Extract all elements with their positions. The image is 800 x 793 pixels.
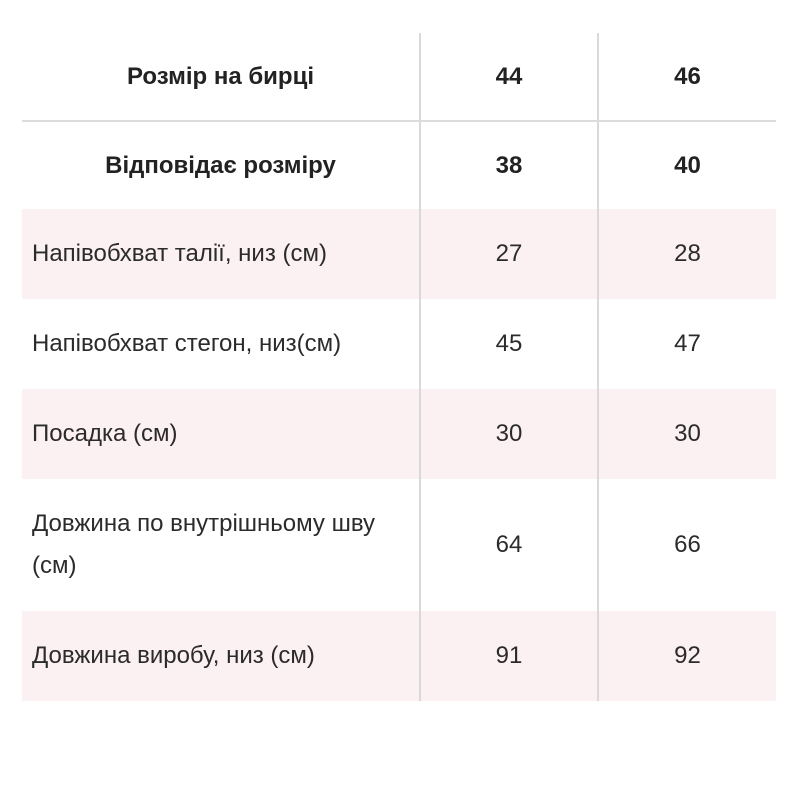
header-size-b-cell: 46 (597, 33, 776, 122)
row-value-a-cell: 30 (419, 389, 598, 479)
subheader-size-a-cell: 38 (419, 121, 598, 209)
row-label-cell: Посадка (см) (22, 389, 420, 479)
size-chart-table: Розмір на бирці 44 46 Відповідає розміру… (22, 33, 776, 701)
header-row-equivalent-size: Відповідає розміру 38 40 (22, 121, 776, 209)
row-label-cell: Довжина виробу, низ (см) (22, 611, 420, 701)
header-size-a-cell: 44 (419, 33, 598, 122)
row-value-a-cell: 91 (419, 611, 598, 701)
header-label-cell: Розмір на бирці (22, 33, 420, 122)
table-row: Довжина виробу, низ (см) 91 92 (22, 611, 776, 701)
header-row-tag-size: Розмір на бирці 44 46 (22, 33, 776, 122)
table-row: Посадка (см) 30 30 (22, 389, 776, 479)
subheader-size-b-cell: 40 (597, 121, 776, 209)
table-row: Довжина по внутрішньому шву (см) 64 66 (22, 479, 776, 611)
row-value-b-cell: 47 (597, 299, 776, 389)
row-value-a-cell: 27 (419, 209, 598, 299)
row-label-cell: Напівобхват стегон, низ(см) (22, 299, 420, 389)
row-value-b-cell: 28 (597, 209, 776, 299)
row-value-b-cell: 66 (597, 479, 776, 611)
subheader-label-cell: Відповідає розміру (22, 121, 420, 209)
row-value-a-cell: 45 (419, 299, 598, 389)
row-label-cell: Довжина по внутрішньому шву (см) (22, 479, 420, 611)
row-value-a-cell: 64 (419, 479, 598, 611)
table-row: Напівобхват стегон, низ(см) 45 47 (22, 299, 776, 389)
row-value-b-cell: 30 (597, 389, 776, 479)
row-label-cell: Напівобхват талії, низ (см) (22, 209, 420, 299)
table-row: Напівобхват талії, низ (см) 27 28 (22, 209, 776, 299)
row-value-b-cell: 92 (597, 611, 776, 701)
